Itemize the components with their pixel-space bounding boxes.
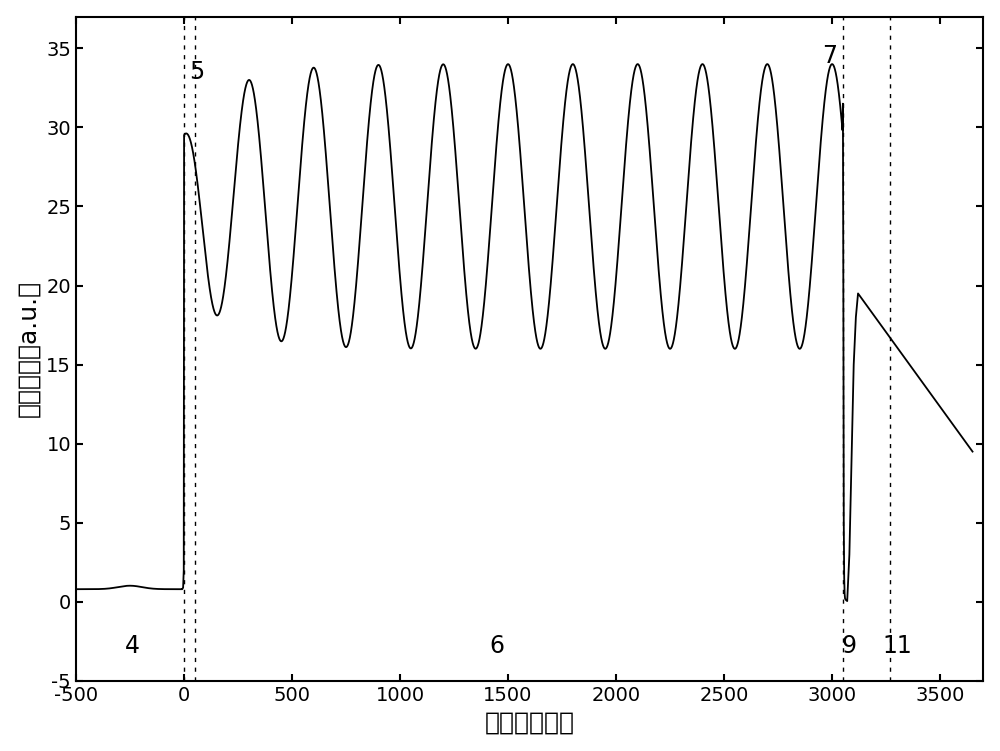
X-axis label: 深度（纳米）: 深度（纳米）: [485, 710, 575, 734]
Text: 11: 11: [882, 634, 912, 658]
Text: 5: 5: [189, 60, 205, 84]
Text: 4: 4: [125, 634, 140, 658]
Text: 7: 7: [822, 44, 837, 68]
Text: 6: 6: [490, 634, 505, 658]
Y-axis label: 电场强度（a.u.）: 电场强度（a.u.）: [17, 280, 41, 418]
Text: 9: 9: [842, 634, 857, 658]
